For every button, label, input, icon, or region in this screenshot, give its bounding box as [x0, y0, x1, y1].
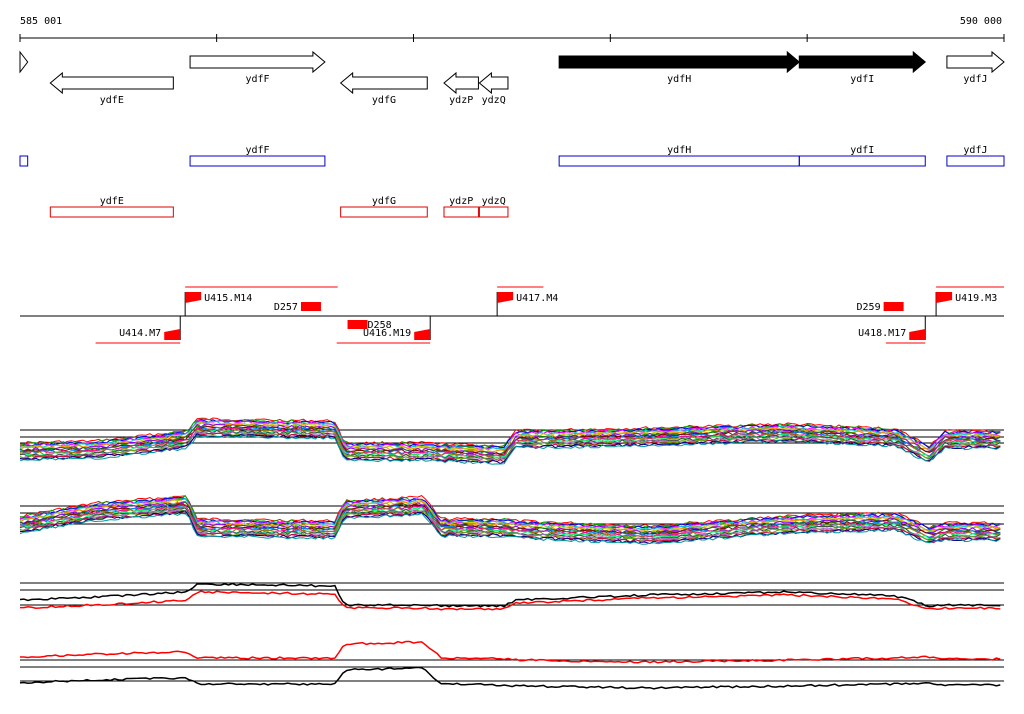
- ruler-end-label: 590 000: [960, 16, 1002, 27]
- coordinate-ruler: 585 001 590 000: [19, 16, 1005, 42]
- ruler-ticks: [19, 34, 1005, 42]
- tu-label: U419.M3: [955, 293, 997, 304]
- gene-arrow: [49, 71, 174, 95]
- tu-flag: [185, 292, 202, 303]
- reverse-gene-box-label: ydzQ: [482, 196, 506, 207]
- downshift-label: D257: [274, 302, 298, 313]
- profile-curve: [19, 421, 1001, 453]
- tu-label: U414.M7: [119, 328, 161, 339]
- forward-gene-box-label: ydfI: [850, 145, 874, 156]
- profile-curve: [19, 495, 1001, 530]
- reverse-gene-box-label: ydzP: [449, 196, 473, 207]
- profile-curve: [19, 434, 1001, 465]
- expression-profile-panel-forward-summary: [19, 582, 1004, 611]
- gene-arrow: [189, 50, 326, 74]
- gene-arrow: [946, 50, 1005, 74]
- gene-label: ydfF: [245, 74, 269, 85]
- reverse-gene-box: [340, 206, 428, 218]
- tu-flag: [909, 329, 926, 340]
- profile-red-curve: [20, 640, 1001, 664]
- profile-curve: [19, 499, 1001, 533]
- forward-gene-box: [798, 155, 926, 167]
- tu-flag: [497, 292, 514, 303]
- downshift-marker: [347, 320, 368, 329]
- gene-label: ydfG: [372, 95, 396, 106]
- forward-gene-box-label: ydfF: [245, 145, 269, 156]
- downshift-marker: [300, 302, 321, 311]
- forward-gene-box: [558, 155, 800, 167]
- forward-gene-box: [19, 155, 29, 167]
- expression-profile-panel-reverse-colored: [19, 495, 1004, 545]
- gene-label: ydfI: [850, 74, 874, 85]
- forward-gene-box-label: ydfJ: [963, 145, 987, 156]
- transcription-unit-track: U414.M7 U415.M14 U416.M19 U417.M4 U418.M17 U4…: [20, 286, 1004, 344]
- gene-track: ydfE ydfF ydfG ydzP ydzQ ydfH ydfI ydfJ: [19, 50, 1005, 106]
- ruler-start-label: 585 001: [20, 16, 62, 27]
- downshift-label: D259: [857, 302, 881, 313]
- profile-curve: [19, 428, 1001, 459]
- tu-flag: [936, 292, 953, 303]
- tu-flag: [414, 329, 431, 340]
- gene-label: ydzQ: [482, 95, 506, 106]
- gene-label: ydfE: [100, 95, 124, 106]
- tu-label: U416.M19: [363, 328, 411, 339]
- gene-arrow: [443, 71, 479, 95]
- profile-curve: [19, 504, 1001, 539]
- reverse-gene-box: [443, 206, 479, 218]
- profile-black-curve: [19, 582, 1001, 608]
- downshift-label: D258: [368, 320, 392, 331]
- tu-flag: [164, 329, 181, 340]
- profile-curve: [20, 506, 1001, 540]
- profile-curve: [19, 510, 1001, 545]
- tu-label: U417.M4: [516, 293, 558, 304]
- tu-label: U418.M17: [858, 328, 906, 339]
- expression-profile-panel-forward-colored: [19, 417, 1004, 465]
- gene-arrow: [798, 50, 927, 74]
- forward-gene-box: [189, 155, 326, 167]
- reverse-gene-box: [49, 206, 174, 218]
- forward-gene-box-track: ydfF ydfH ydfI ydfJ: [19, 145, 1005, 167]
- gene-label: ydzP: [449, 95, 473, 106]
- tu-label: U415.M14: [204, 293, 252, 304]
- profile-curve: [19, 495, 1001, 529]
- gene-label: ydfH: [667, 74, 691, 85]
- profile-curve: [19, 503, 1001, 536]
- expression-profile-panel-reverse-summary: [19, 640, 1004, 690]
- gene-label: ydfJ: [963, 74, 987, 85]
- reverse-gene-box: [478, 206, 509, 218]
- reverse-gene-box-label: ydfG: [372, 196, 396, 207]
- profile-curve: [19, 509, 1001, 543]
- gene-arrow: [339, 71, 428, 95]
- reverse-gene-box-track: ydfE ydfG ydzP ydzQ: [49, 196, 509, 218]
- gene-arrow: [478, 71, 509, 95]
- profile-curve: [19, 512, 1001, 545]
- profile-black-curve: [19, 666, 1001, 690]
- downshift-marker: [883, 302, 904, 311]
- profile-curve: [19, 501, 1001, 534]
- forward-gene-box: [946, 155, 1005, 167]
- profile-curve: [19, 507, 1001, 541]
- forward-gene-box-label: ydfH: [667, 145, 691, 156]
- gene-arrow: [558, 50, 801, 74]
- gene-arrow: [19, 50, 29, 74]
- reverse-gene-box-label: ydfE: [100, 196, 124, 207]
- profile-red-curve: [20, 590, 1001, 611]
